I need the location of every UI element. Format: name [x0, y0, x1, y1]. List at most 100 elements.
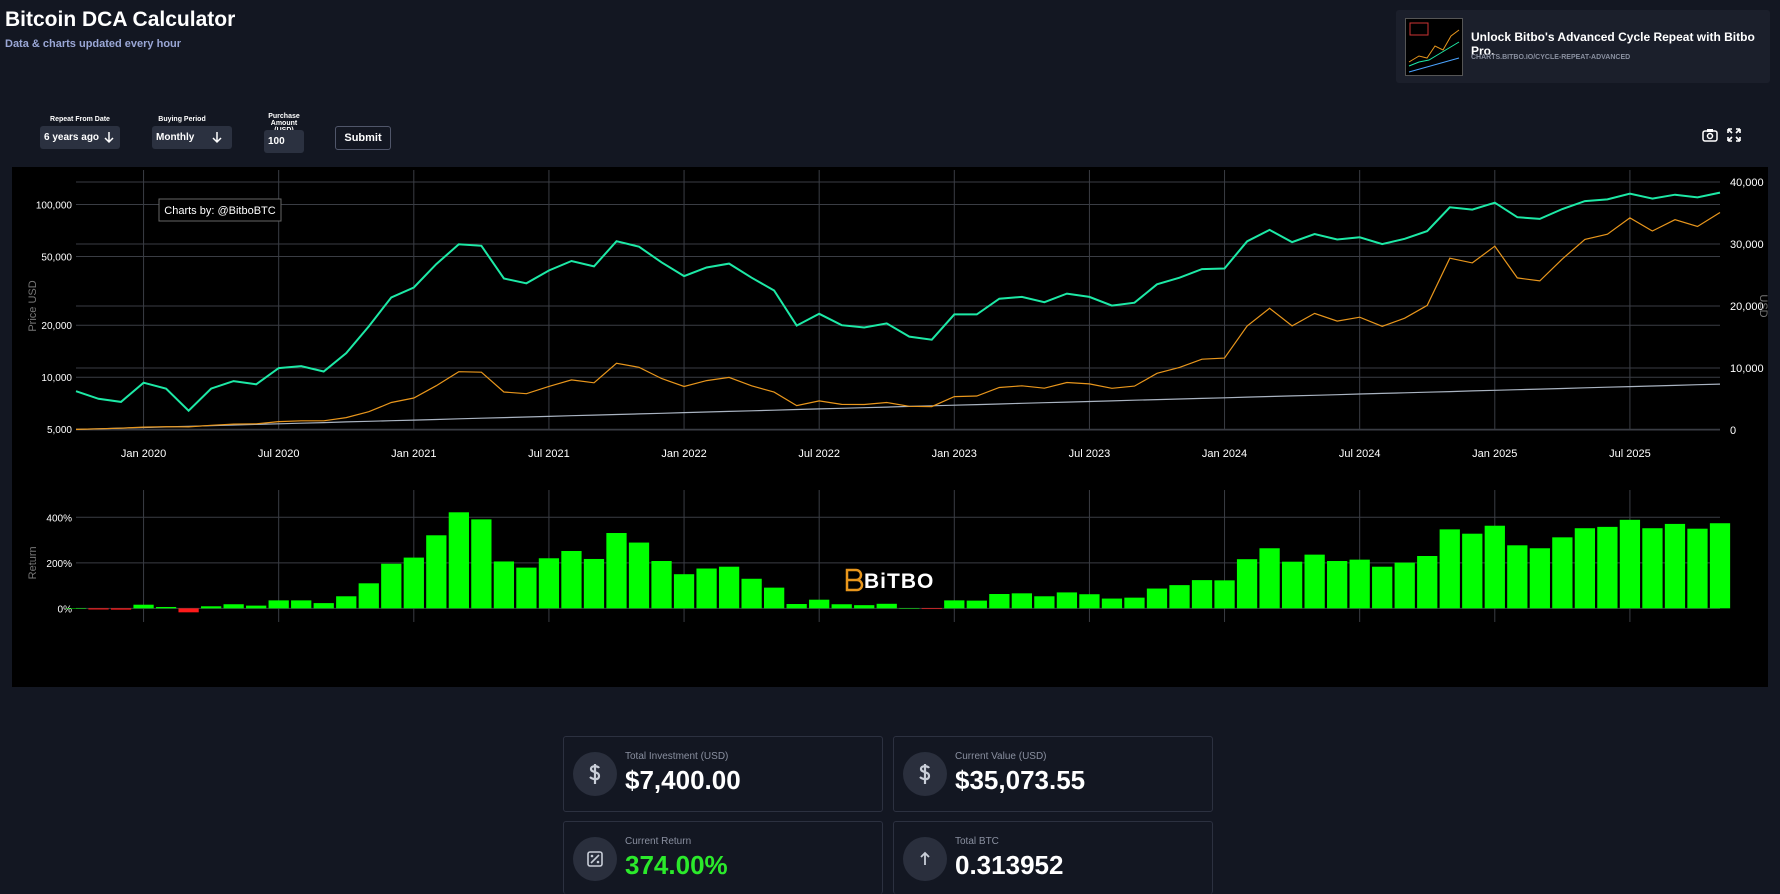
y2-tick-label: 0 — [1730, 425, 1736, 437]
x-tick-label: Jan 2020 — [121, 448, 166, 460]
bar — [1439, 529, 1460, 609]
credit-watermark: Charts by: @BitboBTC — [164, 205, 275, 217]
bar — [1056, 592, 1078, 609]
bar — [1597, 526, 1618, 609]
bar — [381, 563, 402, 609]
bar — [606, 533, 627, 609]
x-tick-label: Jul 2024 — [1339, 448, 1381, 460]
bar — [1619, 519, 1641, 609]
bar — [1664, 523, 1686, 609]
bar — [426, 535, 447, 609]
bar — [223, 604, 244, 609]
stat-card: Total BTC 0.313952 — [893, 821, 1213, 894]
bar — [1169, 585, 1190, 609]
dollar-icon — [573, 752, 617, 796]
bar — [583, 558, 605, 609]
series-line — [75, 383, 1721, 430]
x-tick-label: Jan 2021 — [391, 448, 436, 460]
bar — [493, 561, 515, 609]
promo-thumbnail — [1405, 18, 1463, 76]
bar — [358, 583, 379, 609]
bar — [200, 606, 222, 609]
bar — [133, 604, 154, 609]
x-tick-label: Jul 2025 — [1609, 448, 1651, 460]
bar — [178, 608, 199, 613]
expand-icon[interactable] — [1727, 128, 1741, 142]
y-tick-label: 50,000 — [41, 253, 72, 264]
y-tick-label: 5,000 — [47, 425, 72, 436]
series-line — [75, 211, 1721, 430]
page-subtitle: Data & charts updated every hour — [5, 38, 182, 50]
bar — [155, 606, 177, 609]
y-tick-label: 0% — [58, 604, 73, 615]
stat-card: Total Investment (USD) $7,400.00 — [563, 736, 883, 812]
logo-text: BiTBO — [864, 570, 934, 593]
bar — [831, 604, 852, 609]
bar — [764, 587, 785, 609]
bar — [1484, 525, 1505, 609]
camera-icon[interactable] — [1702, 128, 1718, 142]
promo-url: CHARTS.BITBO.IO/CYCLE-REPEAT-ADVANCED — [1471, 54, 1631, 61]
bar — [1124, 597, 1145, 609]
y-axis-title: Return — [27, 546, 39, 579]
bar — [268, 600, 289, 609]
bar — [516, 567, 537, 609]
arrow-icon — [104, 132, 114, 144]
bar — [471, 519, 492, 609]
bar — [1011, 593, 1032, 609]
bar — [628, 542, 650, 609]
x-tick-label: Jan 2024 — [1202, 448, 1247, 460]
bar — [1236, 559, 1258, 609]
submit-button[interactable]: Submit — [335, 126, 391, 150]
bar — [786, 604, 807, 609]
promo-banner[interactable]: Unlock Bitbo's Advanced Cycle Repeat wit… — [1396, 10, 1770, 83]
bar — [313, 603, 334, 609]
bar — [65, 608, 87, 609]
stat-value: 0.313952 — [955, 850, 1064, 880]
bar — [741, 578, 762, 609]
control-label: Buying Period — [158, 116, 206, 123]
bar — [1101, 598, 1123, 609]
bar — [291, 600, 312, 609]
bar — [673, 574, 695, 609]
x-tick-label: Jan 2022 — [661, 448, 706, 460]
bar — [1507, 545, 1528, 609]
bar — [1214, 580, 1235, 609]
bar — [809, 599, 830, 609]
bar — [538, 558, 560, 609]
x-tick-label: Jan 2023 — [932, 448, 977, 460]
bar — [651, 561, 672, 609]
repeat-select[interactable]: 6 years ago — [40, 126, 120, 149]
dollar-icon — [903, 752, 947, 796]
stat-value: $35,073.55 — [955, 765, 1086, 795]
y2-tick-label: 20,000 — [1730, 301, 1764, 313]
bar — [1079, 594, 1100, 609]
x-tick-label: Jul 2020 — [258, 448, 300, 460]
bar — [1642, 528, 1663, 609]
chart-panel: Jan 2020 Jul 2020 Jan 2021 Jul 2021 Jan 2022… — [12, 167, 1768, 687]
bar — [899, 608, 920, 609]
bar — [966, 600, 987, 609]
bar — [1709, 523, 1731, 609]
period-select[interactable]: Monthly — [152, 126, 232, 149]
bar — [110, 608, 132, 610]
x-tick-label: Jan 2025 — [1472, 448, 1517, 460]
amount-input[interactable]: 100 — [264, 130, 304, 153]
bar — [561, 550, 582, 609]
bar — [944, 600, 965, 609]
bar — [1462, 533, 1483, 609]
y2-tick-label: 40,000 — [1730, 177, 1764, 189]
page-title: Bitcoin DCA Calculator — [5, 8, 236, 31]
bar — [1529, 548, 1550, 609]
select-value: Monthly — [156, 132, 195, 143]
bar — [336, 596, 357, 609]
y2-tick-label: 10,000 — [1730, 363, 1764, 375]
bar — [1552, 537, 1573, 609]
select-value: 6 years ago — [44, 132, 100, 143]
bar — [989, 594, 1010, 609]
stat-label: Total Investment (USD) — [625, 751, 729, 762]
control-label: Repeat From Date — [50, 116, 110, 123]
x-tick-label: Jul 2023 — [1069, 448, 1111, 460]
x-tick-label: Jul 2022 — [798, 448, 840, 460]
y-axis-title: Price USD — [27, 280, 39, 331]
